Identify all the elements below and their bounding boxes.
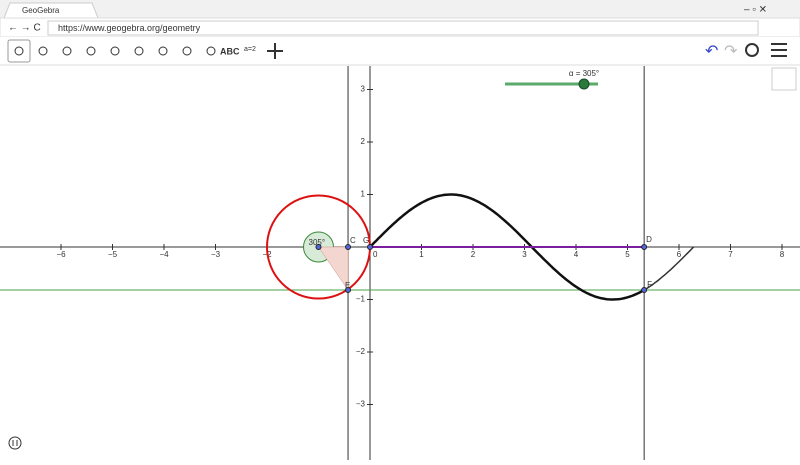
x-tick-label: −5 xyxy=(108,250,118,259)
point xyxy=(345,287,352,294)
window-controls[interactable]: – ▫ ✕ xyxy=(744,5,767,16)
url: https://www.geogebra.org/geometry xyxy=(58,23,201,33)
sine-trace xyxy=(369,193,645,301)
tool-icon xyxy=(110,46,120,56)
style-bar-toggle[interactable] xyxy=(771,67,797,91)
point xyxy=(641,287,648,294)
y-tick-label: −2 xyxy=(356,347,366,356)
point-label: F xyxy=(647,280,652,289)
x-tick-label: 4 xyxy=(574,250,579,259)
tab-strip xyxy=(0,0,800,18)
menu-icon[interactable] xyxy=(771,43,787,57)
tool-icon xyxy=(182,46,192,56)
y-tick-label: −1 xyxy=(356,295,366,304)
point-label: D xyxy=(646,235,652,244)
tool-icon xyxy=(158,46,168,56)
pause-icon xyxy=(12,440,18,446)
x-tick-label: −4 xyxy=(159,250,169,259)
origin-label: 0 xyxy=(373,250,378,259)
triangle xyxy=(318,246,349,291)
point xyxy=(315,244,322,250)
undo[interactable]: ↶ xyxy=(705,43,718,60)
pause-button[interactable] xyxy=(8,436,22,450)
x-tick-label: 2 xyxy=(471,250,476,259)
point xyxy=(641,244,648,250)
point xyxy=(345,244,352,250)
slider-tool[interactable]: a=2 xyxy=(244,46,256,53)
tool-icon xyxy=(38,46,48,56)
redo[interactable]: ↷ xyxy=(724,43,738,60)
tool-icon xyxy=(134,46,144,56)
tool-buttons xyxy=(7,39,283,63)
tool-icon xyxy=(206,46,216,56)
point-label: G xyxy=(363,236,369,245)
tool-button[interactable] xyxy=(7,39,31,63)
tool-icon xyxy=(86,46,96,56)
slider-label: α = 305° xyxy=(569,69,599,78)
y-tick-label: 2 xyxy=(361,137,366,146)
y-tick-label: 3 xyxy=(361,85,366,94)
x-tick-label: 7 xyxy=(728,250,733,259)
search-icon[interactable] xyxy=(745,43,759,57)
x-tick-label: 8 xyxy=(780,250,785,259)
move-icon xyxy=(267,43,283,59)
text-tool[interactable]: ABC xyxy=(220,46,240,56)
point-label: E xyxy=(345,281,350,290)
url-box[interactable] xyxy=(47,20,759,36)
point-label: C xyxy=(350,236,356,245)
tab-title: GeoGebra xyxy=(22,6,60,15)
point xyxy=(367,244,373,250)
sine-curve xyxy=(643,246,695,291)
graphics-view: −6−5−4−3−2−112345678321−1−2−30305°CGDFEα… xyxy=(0,66,800,460)
x-tick-label: −6 xyxy=(56,250,66,259)
y-tick-label: −3 xyxy=(356,400,366,409)
angle-label: 305° xyxy=(309,238,326,247)
x-tick-label: 5 xyxy=(625,250,630,259)
slider-knob[interactable] xyxy=(578,78,590,90)
tool-icon xyxy=(14,46,24,56)
x-tick-label: −3 xyxy=(211,250,221,259)
x-tick-label: 1 xyxy=(419,250,424,259)
nav-buttons[interactable]: ← → C xyxy=(8,23,41,34)
x-tick-label: 3 xyxy=(522,250,527,259)
tool-icon xyxy=(62,46,72,56)
toolbar xyxy=(0,37,800,65)
x-tick-label: 6 xyxy=(677,250,682,259)
y-tick-label: 1 xyxy=(361,190,366,199)
